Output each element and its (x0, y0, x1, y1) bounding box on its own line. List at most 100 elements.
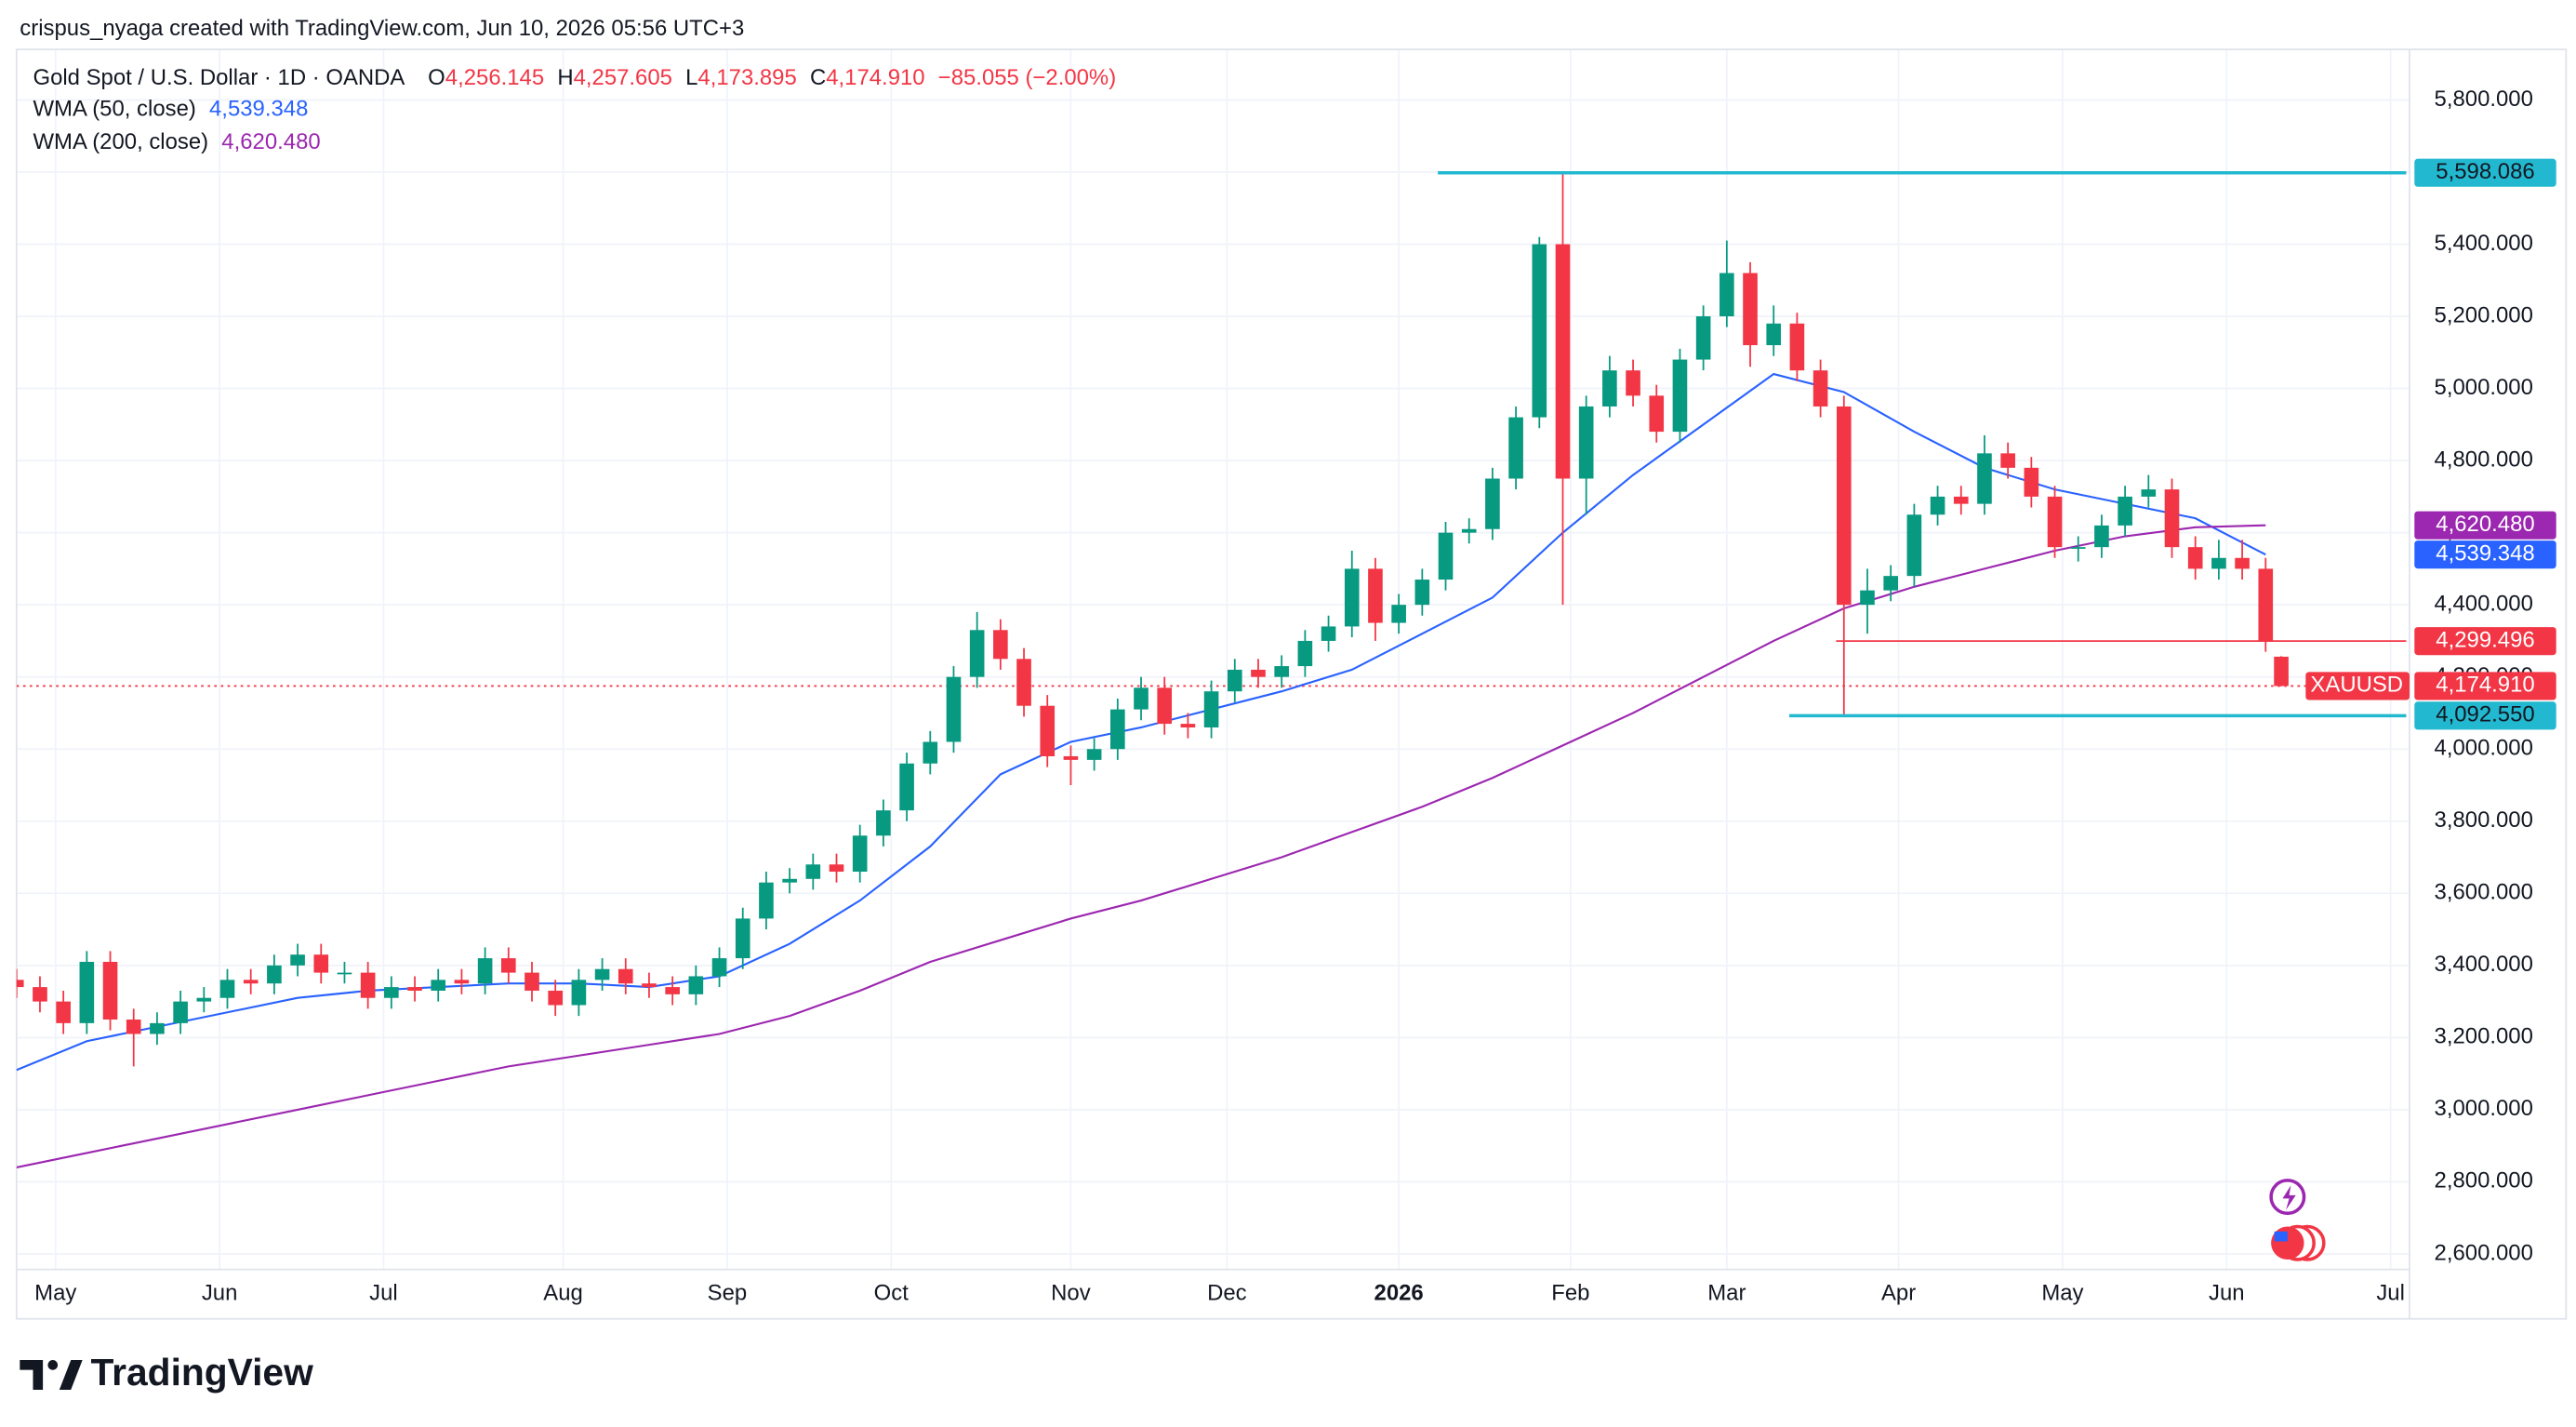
x-tick-label: May (34, 1280, 76, 1305)
candle-body (1812, 370, 1828, 407)
candle-body (524, 972, 539, 991)
ohlc-value: 4,257.605 (574, 65, 672, 90)
candle-body (1063, 755, 1079, 760)
candle-body (1134, 687, 1149, 710)
candle-body (1508, 417, 1523, 479)
x-tick-label: Jul (369, 1280, 398, 1305)
candle-body (1040, 705, 1056, 756)
symbol-tag-bg (2305, 672, 2410, 700)
level-price-tag-bg (2414, 627, 2556, 656)
level-price-tag: 4,299.496 (2436, 627, 2534, 652)
candle-body (1695, 316, 1711, 360)
ohlc-value: 4,256.145 (445, 65, 544, 90)
candle-body (1321, 626, 1336, 641)
legend-value: 4,539.348 (209, 97, 308, 122)
candle-body (805, 864, 821, 879)
candle-body (1297, 640, 1313, 667)
candle-body (2274, 656, 2289, 687)
x-tick-label: Oct (874, 1280, 910, 1305)
candle-body (1555, 244, 1571, 479)
axes: 2,600.000 2,800.000 3,000.000 3,200.000 3,40… (34, 87, 2556, 1305)
last-price-tag-bg (2414, 672, 2556, 700)
candle-body (1180, 724, 1196, 727)
candle-body (2235, 557, 2250, 569)
candle-body (219, 980, 235, 998)
candle-body (571, 980, 587, 1006)
candle-body (2094, 525, 2109, 548)
logo-mark (47, 1360, 59, 1370)
candle-body (852, 835, 868, 873)
candle-body (1438, 532, 1454, 580)
candle-body (759, 882, 774, 919)
level-price-tag-bg (2414, 701, 2556, 730)
logo-mark (20, 1360, 44, 1390)
candle-body (1836, 406, 1852, 606)
candle-body (1203, 691, 1219, 727)
brand: TradingView (91, 1351, 314, 1394)
logo: TradingView (20, 1351, 313, 1394)
candle-body (1977, 453, 1992, 504)
candle-body (946, 676, 962, 742)
alert-icon-bolt (2282, 1185, 2296, 1210)
ohlc-key: O (428, 65, 445, 90)
x-tick-label: Jul (2376, 1280, 2405, 1305)
plot (16, 170, 2407, 1168)
candle-body (782, 878, 797, 883)
y-tick-label: 3,800.000 (2435, 807, 2533, 833)
x-tick-label: Apr (1881, 1280, 1916, 1305)
candle-body (2187, 547, 2203, 569)
candle-body (665, 987, 680, 994)
x-tick-label: Aug (543, 1280, 583, 1305)
candle-body (1883, 576, 1898, 591)
legend-name: WMA (50, close) (33, 97, 195, 122)
candle-body (2047, 496, 2063, 548)
y-tick-label: 5,400.000 (2435, 231, 2533, 256)
y-tick-label: 4,400.000 (2435, 591, 2533, 616)
symbol: Gold Spot / U.S. Dollar · 1D · OANDA (33, 65, 405, 90)
wma-price-tag-bg (2414, 540, 2556, 569)
candle-body (1368, 568, 1383, 623)
x-tick-label: Nov (1051, 1280, 1091, 1305)
y-tick-label: 4,000.000 (2435, 736, 2533, 761)
logo-mark (59, 1360, 83, 1390)
candle-body (1344, 568, 1360, 627)
candle-body (313, 954, 329, 973)
x-tick-label: Dec (1207, 1280, 1247, 1305)
candle-body (2024, 467, 2039, 497)
level-price-tag: 5,598.086 (2436, 159, 2534, 184)
candle-body (993, 630, 1008, 660)
candle-body (56, 1001, 71, 1023)
symbol-line: Gold Spot / U.S. Dollar · 1D · OANDA O4,2… (33, 65, 1116, 90)
candle-body (969, 630, 985, 677)
candle-body (501, 958, 516, 973)
candle-body (1274, 666, 1289, 677)
y-tick-label: 2,800.000 (2435, 1168, 2533, 1194)
candle-body (1649, 395, 1665, 433)
candle-body (1953, 496, 1969, 504)
candle-body (1766, 323, 1782, 346)
candle-body (1720, 273, 1734, 317)
y-tick-label: 5,800.000 (2435, 87, 2533, 112)
icons (2269, 1179, 2326, 1261)
candle-body (1086, 749, 1102, 760)
candle-body (1906, 514, 1922, 577)
y-tick-label: 5,000.000 (2435, 375, 2533, 400)
candle-body (407, 987, 422, 991)
candle-body (2118, 496, 2132, 526)
candle-body (477, 958, 493, 984)
candle-body (16, 980, 24, 988)
candle-body (1391, 605, 1406, 623)
y-tick-label: 4,800.000 (2435, 447, 2533, 472)
grid (16, 49, 2410, 1270)
change: −85.055 (−2.00%) (938, 65, 1116, 90)
candle-body (126, 1019, 141, 1034)
candle-body (454, 980, 470, 984)
candle-body (150, 1022, 165, 1034)
x-tick-label: Jun (2209, 1280, 2245, 1305)
x-tick-label: 2026 (1374, 1280, 1424, 1305)
ohlc-value: 4,173.895 (697, 65, 796, 90)
x-tick-label: Mar (1707, 1280, 1746, 1305)
y-tick-label: 3,200.000 (2435, 1024, 2533, 1049)
